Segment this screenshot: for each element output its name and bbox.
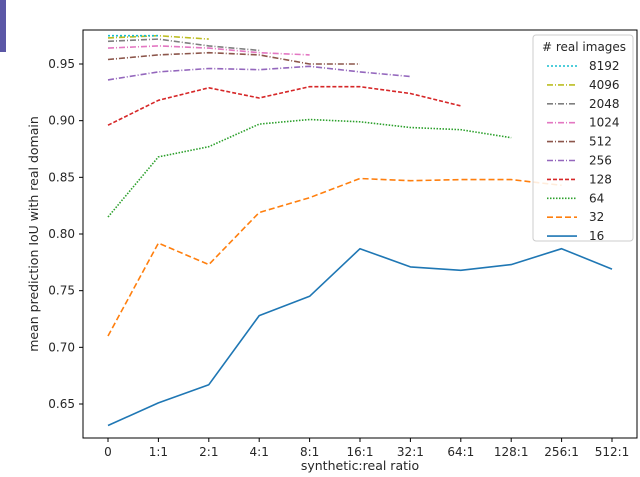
series-line-128	[107, 85, 461, 126]
series-line-256	[107, 65, 411, 81]
x-tick-label: 1:1	[149, 445, 168, 459]
legend-label-4096: 4096	[589, 78, 620, 92]
y-axis-label: mean prediction IoU with real domain	[26, 116, 41, 352]
legend-label-8192: 8192	[589, 59, 620, 73]
y-tick-label: 0.75	[48, 284, 75, 298]
series-line-32	[107, 177, 562, 337]
x-tick-label: 16:1	[347, 445, 374, 459]
legend-label-16: 16	[589, 229, 604, 243]
legend-label-64: 64	[589, 191, 604, 205]
x-axis-label: synthetic:real ratio	[301, 458, 419, 473]
y-axis: 0.65 0.70 0.75 0.80 0.85 0.90 0.95	[48, 57, 83, 411]
series-line-512	[107, 51, 360, 65]
legend-title: # real images	[542, 40, 626, 54]
y-tick-label: 0.90	[48, 114, 75, 128]
x-tick-label: 2:1	[199, 445, 218, 459]
legend-label-2048: 2048	[589, 97, 620, 111]
legend-label-1024: 1024	[589, 116, 620, 130]
series-line-64	[107, 118, 512, 218]
x-tick-label: 0	[104, 445, 112, 459]
x-tick-label: 8:1	[300, 445, 319, 459]
x-tick-label: 128:1	[494, 445, 529, 459]
corner-mark	[0, 0, 6, 52]
legend-label-128: 128	[589, 172, 612, 186]
y-tick-label: 0.65	[48, 397, 75, 411]
series-line-1024	[107, 45, 310, 56]
legend-box	[532, 34, 634, 242]
x-tick-label: 256:1	[544, 445, 579, 459]
x-tick-label: 32:1	[397, 445, 424, 459]
y-tick-label: 0.85	[48, 170, 75, 184]
y-tick-label: 0.70	[48, 340, 75, 354]
x-axis: 0 1:1 2:1 4:1 8:1 16:1 32:1 64:1 128:1 256:1 512:1	[104, 438, 629, 459]
y-tick-label: 0.95	[48, 57, 75, 71]
series-line-16	[107, 247, 613, 427]
series-line-2048	[107, 38, 260, 52]
x-tick-label: 512:1	[595, 445, 630, 459]
plot-lines	[107, 34, 613, 427]
series-line-4096	[107, 34, 209, 40]
x-tick-label: 4:1	[250, 445, 269, 459]
legend: # real images 8192 4096 2048 1024 512 256 128 6…	[532, 34, 634, 243]
legend-label-512: 512	[589, 135, 612, 149]
x-tick-label: 64:1	[447, 445, 474, 459]
legend-label-32: 32	[589, 210, 604, 224]
legend-label-256: 256	[589, 154, 612, 168]
y-tick-label: 0.80	[48, 227, 75, 241]
